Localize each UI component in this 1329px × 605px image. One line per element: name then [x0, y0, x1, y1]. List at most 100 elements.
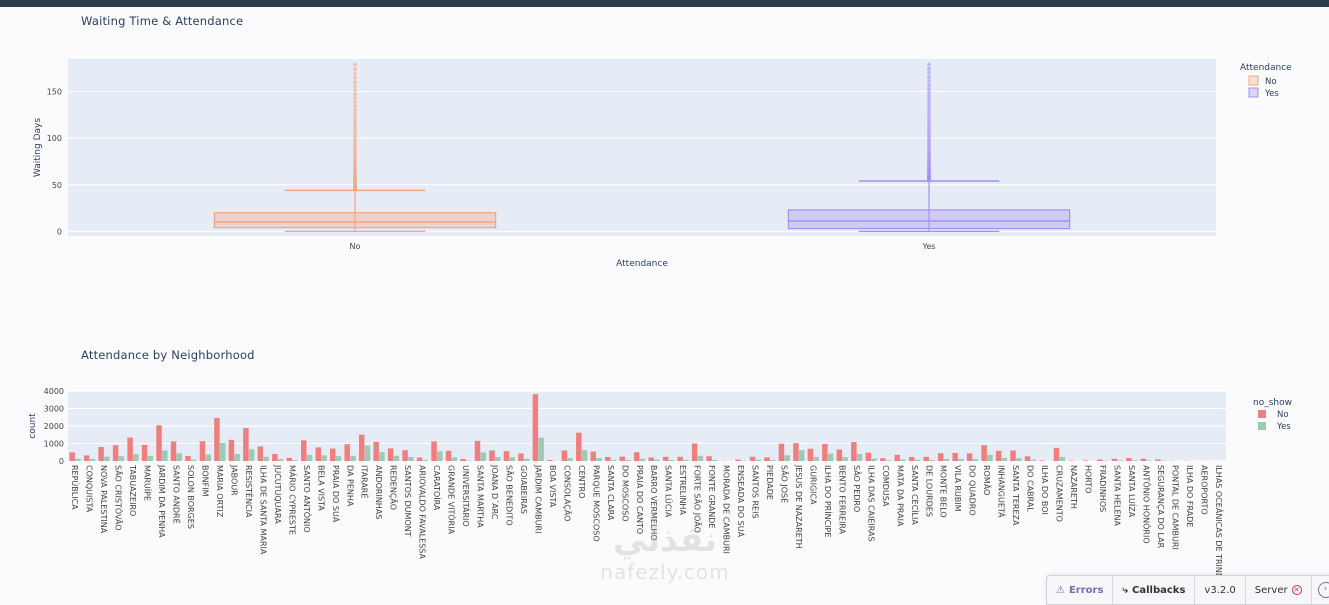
bar-no[interactable] [185, 456, 190, 461]
bar-no[interactable] [431, 441, 436, 461]
bar-no[interactable] [344, 444, 349, 461]
legend-item-yes[interactable]: Yes [1249, 88, 1279, 99]
bar-yes[interactable] [1132, 460, 1137, 461]
bar-yes[interactable] [321, 455, 326, 461]
bar-yes[interactable] [1031, 460, 1036, 461]
bar-yes[interactable] [611, 460, 616, 461]
bar-no[interactable] [793, 443, 798, 461]
bar-yes[interactable] [350, 456, 355, 461]
bar-no[interactable] [489, 451, 494, 462]
bar-no[interactable] [851, 442, 856, 461]
bar-yes[interactable] [206, 455, 211, 461]
bar-yes[interactable] [263, 457, 268, 461]
bar-yes[interactable] [481, 452, 486, 461]
legend-item-no[interactable]: No [1258, 410, 1289, 420]
bar-yes[interactable] [1146, 460, 1151, 461]
bar-yes[interactable] [640, 459, 645, 461]
bar-yes[interactable] [509, 457, 514, 461]
bar-no[interactable] [272, 454, 277, 461]
bar-yes[interactable] [133, 454, 138, 461]
bar-no[interactable] [1025, 456, 1030, 461]
bar-no[interactable] [996, 451, 1001, 461]
bar-yes[interactable] [973, 459, 978, 461]
bar-no[interactable] [822, 444, 827, 461]
bar-no[interactable] [764, 457, 769, 461]
bar-yes[interactable] [958, 459, 963, 461]
bar-no[interactable] [909, 457, 914, 461]
bar-no[interactable] [98, 447, 103, 461]
bar-no[interactable] [619, 457, 624, 461]
bar-yes[interactable] [220, 443, 225, 461]
bar-no[interactable] [981, 445, 986, 461]
bar-yes[interactable] [177, 453, 182, 461]
bar-no[interactable] [895, 455, 900, 461]
bar-yes[interactable] [886, 460, 891, 461]
bar-yes[interactable] [495, 457, 500, 461]
bar-no[interactable] [229, 440, 234, 461]
bar-no[interactable] [330, 449, 335, 461]
bar-no[interactable] [518, 453, 523, 461]
bar-no[interactable] [837, 449, 842, 461]
bar-no[interactable] [967, 453, 972, 461]
bar-yes[interactable] [119, 456, 124, 461]
bar-yes[interactable] [698, 456, 703, 461]
bar-no[interactable] [287, 458, 292, 461]
bar-no[interactable] [475, 441, 480, 461]
bar-no[interactable] [562, 451, 567, 462]
bar-no[interactable] [214, 418, 219, 461]
bar-yes[interactable] [785, 455, 790, 461]
bar-yes[interactable] [538, 438, 543, 461]
bar-yes[interactable] [596, 458, 601, 461]
bar-yes[interactable] [191, 460, 196, 461]
bar-yes[interactable] [162, 451, 167, 462]
bar-no[interactable] [1126, 458, 1131, 461]
bar-no[interactable] [156, 425, 161, 461]
bar-no[interactable] [1155, 459, 1160, 461]
bar-no[interactable] [1054, 448, 1059, 461]
bar-yes[interactable] [437, 451, 442, 461]
bar-yes[interactable] [842, 457, 847, 461]
bar-yes[interactable] [524, 459, 529, 461]
bar-no[interactable] [373, 442, 378, 461]
bar-yes[interactable] [75, 459, 80, 461]
bar-no[interactable] [171, 441, 176, 461]
bar-no[interactable] [1112, 459, 1117, 461]
bar-yes[interactable] [756, 460, 761, 461]
legend-item-no[interactable]: No [1249, 76, 1277, 87]
bar-yes[interactable] [148, 456, 153, 461]
bar-yes[interactable] [234, 454, 239, 461]
bar-no[interactable] [605, 457, 610, 461]
bar-no[interactable] [69, 452, 74, 461]
bar-no[interactable] [663, 457, 668, 461]
bar-no[interactable] [417, 458, 422, 462]
bar-no[interactable] [1097, 460, 1102, 461]
bar-no[interactable] [84, 455, 89, 461]
bar-yes[interactable] [379, 452, 384, 461]
bar-no[interactable] [880, 458, 885, 461]
bar-no[interactable] [706, 456, 711, 461]
bar-yes[interactable] [423, 460, 428, 461]
bar-no[interactable] [1039, 460, 1044, 461]
bar-no[interactable] [938, 453, 943, 461]
bar-no[interactable] [460, 459, 465, 461]
bar-yes[interactable] [871, 459, 876, 461]
bar-yes[interactable] [654, 460, 659, 461]
bar-no[interactable] [142, 445, 147, 461]
bar-no[interactable] [258, 446, 263, 461]
bar-yes[interactable] [625, 460, 630, 461]
bar-yes[interactable] [452, 457, 457, 461]
bar-no[interactable] [1010, 451, 1015, 462]
bar-no[interactable] [648, 458, 653, 462]
devtools-server-status[interactable]: Server ✕ [1246, 576, 1312, 604]
bar-yes[interactable] [683, 460, 688, 461]
bar-yes[interactable] [915, 460, 920, 461]
bar-no[interactable] [200, 441, 205, 461]
bar-yes[interactable] [900, 459, 905, 461]
bar-yes[interactable] [292, 460, 297, 461]
bar-no[interactable] [750, 457, 755, 461]
bar-yes[interactable] [770, 460, 775, 461]
bar-no[interactable] [952, 453, 957, 461]
bar-no[interactable] [113, 445, 118, 461]
bar-yes[interactable] [828, 454, 833, 461]
bar-no[interactable] [779, 444, 784, 461]
